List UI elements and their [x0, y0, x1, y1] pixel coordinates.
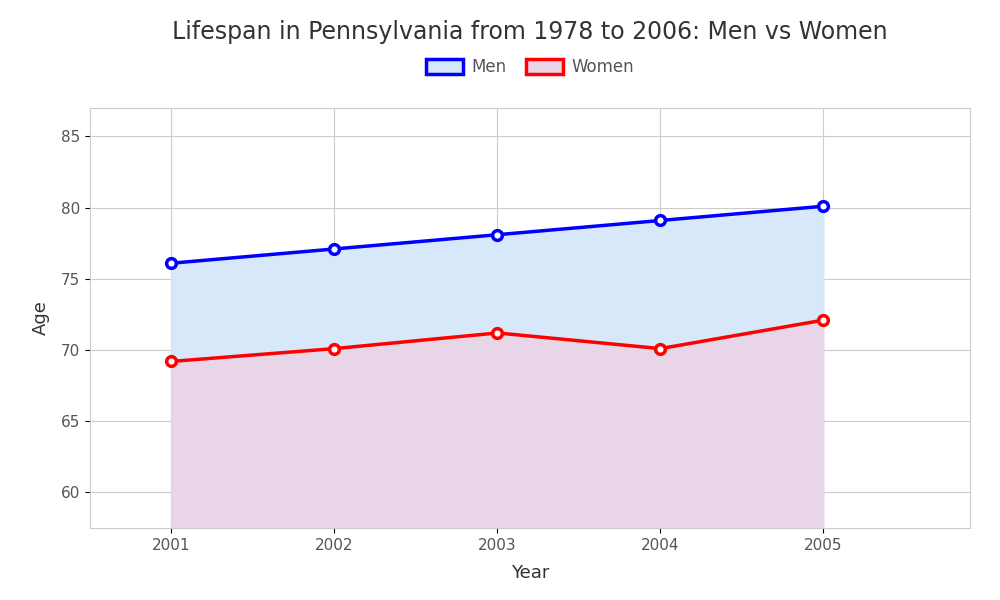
Legend: Men, Women: Men, Women — [419, 51, 641, 83]
Title: Lifespan in Pennsylvania from 1978 to 2006: Men vs Women: Lifespan in Pennsylvania from 1978 to 20… — [172, 20, 888, 44]
Y-axis label: Age: Age — [32, 301, 50, 335]
X-axis label: Year: Year — [511, 564, 549, 582]
